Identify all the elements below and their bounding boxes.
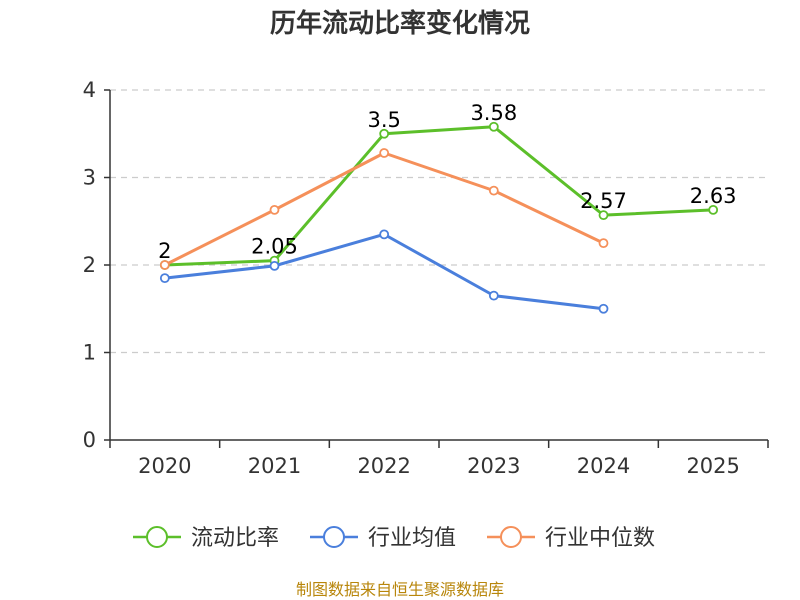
- data-label: 2.05: [251, 235, 298, 259]
- series-line: [164, 232, 604, 311]
- y-tick-label: 0: [83, 428, 96, 452]
- data-label: 2.63: [690, 184, 737, 208]
- data-label: 2.57: [580, 189, 627, 213]
- axis-layer: 0 1 2 3 4 2020 2021 2022 2023 2024 2025: [83, 78, 769, 478]
- legend-label: 流动比率: [191, 526, 279, 551]
- data-label-layer: 2 2.05 3.5 3.58 2.57 2.63: [158, 101, 736, 263]
- legend-item: 行业均值: [310, 526, 456, 551]
- data-label: 3.58: [470, 101, 517, 125]
- data-point: [488, 290, 499, 301]
- y-tick-label: 4: [83, 78, 96, 102]
- legend-marker: [323, 526, 345, 548]
- x-tick-label: 2021: [248, 454, 301, 478]
- series-layer: [159, 121, 719, 314]
- data-point: [488, 185, 499, 196]
- y-tick-label: 2: [83, 253, 96, 277]
- chart-title: 历年流动比率变化情况: [270, 8, 530, 39]
- legend-marker: [500, 526, 522, 548]
- y-tick-label: 1: [83, 341, 96, 365]
- x-tick-label: 2024: [577, 454, 630, 478]
- data-label: 3.5: [367, 108, 400, 132]
- legend-item: 行业中位数: [487, 526, 655, 551]
- x-tick-label: 2022: [357, 454, 410, 478]
- legend-label: 行业均值: [368, 526, 456, 551]
- legend: 流动比率 行业均值 行业中位数: [133, 526, 655, 551]
- data-point: [708, 204, 719, 215]
- data-point: [598, 238, 609, 249]
- data-point: [159, 273, 170, 284]
- data-point: [598, 303, 609, 314]
- source-note: 制图数据来自恒生聚源数据库: [296, 580, 504, 599]
- data-point: [269, 204, 280, 215]
- data-label: 2: [158, 239, 171, 263]
- legend-item: 流动比率: [133, 526, 279, 551]
- data-point: [379, 128, 390, 139]
- y-tick-label: 3: [83, 166, 96, 190]
- series-line: [164, 151, 605, 267]
- legend-marker: [146, 526, 168, 548]
- x-tick-label: 2020: [138, 454, 191, 478]
- data-point: [598, 210, 609, 221]
- legend-label: 行业中位数: [545, 526, 655, 551]
- x-tick-label: 2025: [686, 454, 739, 478]
- data-point: [159, 260, 170, 270]
- data-point: [269, 260, 280, 271]
- series-line: [164, 125, 714, 267]
- series-3: [159, 148, 609, 270]
- series-2: [159, 229, 609, 314]
- x-tick-label: 2023: [467, 454, 520, 478]
- data-point: [488, 121, 499, 132]
- data-point: [379, 229, 390, 240]
- data-point: [379, 148, 390, 158]
- series-1: [159, 121, 719, 270]
